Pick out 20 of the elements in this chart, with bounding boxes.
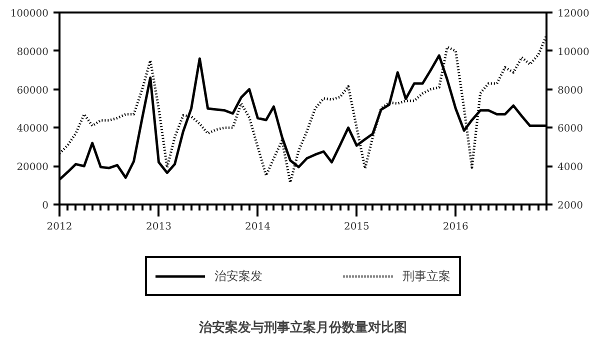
- y-tick-label: 80000: [16, 46, 48, 58]
- x-tick-label: 2012: [46, 222, 72, 232]
- y-tick-label: 40000: [16, 124, 48, 135]
- x-tick-label: 2013: [146, 222, 172, 232]
- text: 治安案发与刑事立案月份数量对比图: [198, 320, 407, 336]
- y-tick-label: 20000: [16, 162, 48, 174]
- x-tick-label: 2016: [442, 222, 468, 232]
- y-tick-label: 100000: [10, 8, 49, 20]
- y2-tick-label: 8000: [558, 85, 583, 96]
- y2-tick-label: 4000: [558, 162, 583, 174]
- y2-tick-label: 6000: [558, 124, 583, 135]
- x-tick-label: 2014: [244, 222, 270, 232]
- legend-label: 刑事立案: [402, 268, 450, 284]
- x-tick-label: 2015: [344, 222, 370, 232]
- legend-label: 治安案发: [214, 268, 262, 284]
- y2-tick-label: 2000: [558, 200, 583, 212]
- y2-tick-label: 12000: [558, 8, 590, 20]
- y-tick-label: 0: [42, 200, 49, 212]
- y2-tick-label: 10000: [558, 46, 590, 58]
- y-tick-label: 60000: [16, 85, 48, 96]
